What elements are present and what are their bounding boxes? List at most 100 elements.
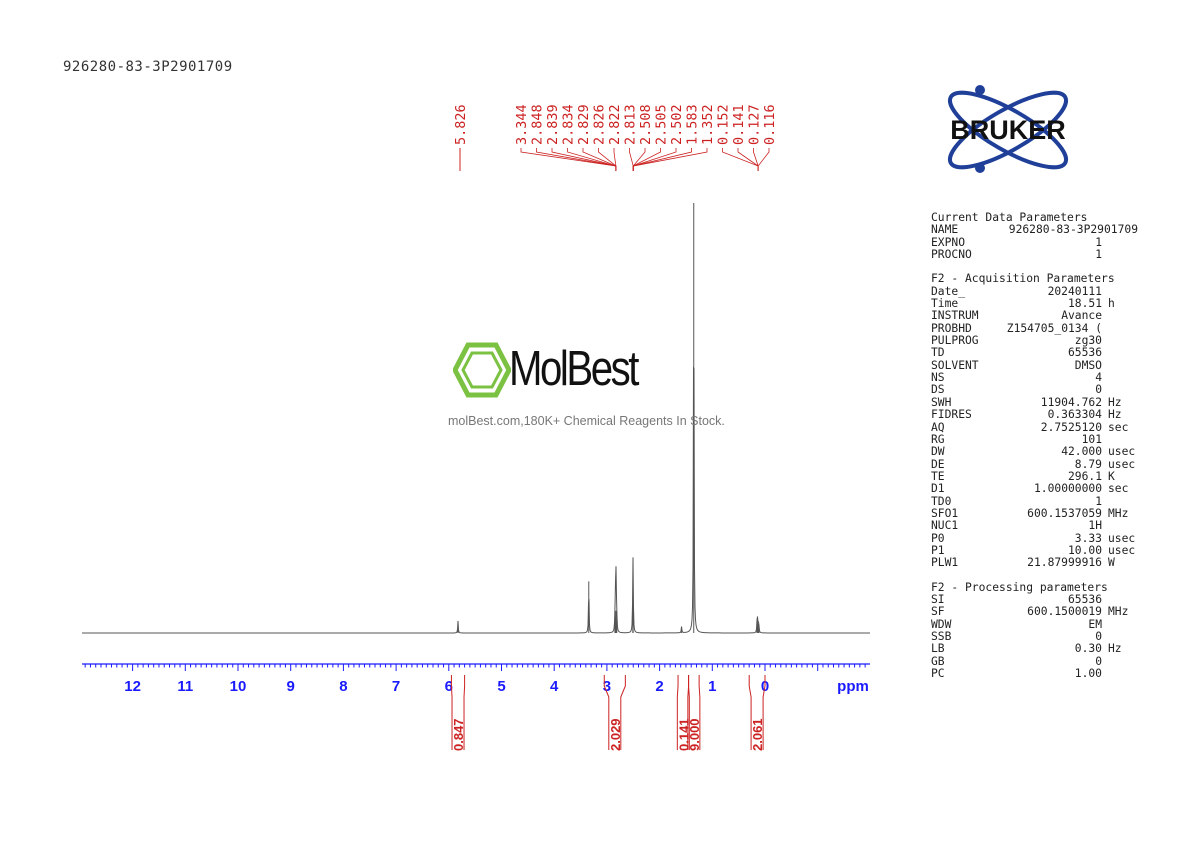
param-key: AQ: [931, 420, 945, 434]
bruker-logo: BRUKER: [947, 85, 1069, 173]
param-row: PROBHD Z154705_0134 (: [931, 321, 1146, 335]
spectrum-trace: [82, 203, 870, 634]
param-value: Avance: [1061, 309, 1102, 323]
param-key: P1: [931, 543, 945, 557]
peak-label: 0.127: [747, 104, 763, 145]
param-unit: [1102, 360, 1108, 372]
param-key: SWH: [931, 395, 952, 409]
peak-label-connector: [613, 148, 617, 171]
param-row: INSTRUM Avance: [931, 309, 1146, 323]
param-unit: usec: [1108, 457, 1136, 471]
integral-value: 2.029: [608, 718, 623, 751]
molbest-wordmark: MolBest: [509, 342, 639, 396]
param-row: Time 18.51 h: [931, 297, 1146, 311]
param-value: 600.1500019: [1027, 605, 1102, 619]
param-value: 4: [1095, 371, 1102, 385]
x-tick-label: 7: [392, 678, 400, 695]
param-key: PC: [931, 667, 945, 681]
x-tick-label: 2: [655, 678, 663, 695]
param-unit: [1102, 384, 1108, 396]
param-row: EXPNO 1: [931, 235, 1102, 249]
x-tick-label: 3: [603, 678, 611, 695]
molbest-tagline: molBest.com,180K+ Chemical Reagents In S…: [448, 414, 725, 428]
peak-label-connector: [567, 148, 617, 171]
peak-label-connector: [520, 148, 617, 171]
x-tick-label: 10: [230, 678, 247, 695]
param-value: 600.1537059: [1027, 506, 1102, 520]
param-value: 21.87999916: [1027, 556, 1102, 570]
spectrum-line: [82, 366, 870, 634]
param-key: SFO1: [931, 506, 959, 520]
sample-name: 926280-83-3P2901709: [63, 59, 233, 75]
param-row: D1 1.00000000 sec: [931, 482, 1146, 496]
peak-label-connector: [753, 148, 759, 171]
peak-label: 5.826: [453, 104, 469, 145]
param-row: SSB 0: [931, 630, 1146, 643]
param-unit: Hz: [1108, 642, 1122, 656]
param-key: SOLVENT: [931, 358, 979, 372]
param-value: 1H: [1088, 519, 1102, 533]
peak-label: 2.848: [530, 104, 546, 145]
param-row: SI 65536: [931, 593, 1146, 606]
param-unit: K: [1108, 469, 1115, 483]
param-unit: Hz: [1108, 408, 1122, 422]
param-row: NAME 926280-83-3P2901709: [931, 223, 1138, 237]
param-row: DE 8.79 usec: [931, 457, 1146, 471]
param-value: 20240111: [1047, 284, 1102, 298]
param-value: 42.000: [1061, 445, 1102, 459]
param-key: TD0: [931, 494, 952, 508]
param-value: 0: [1095, 654, 1102, 668]
x-tick-label: 4: [550, 678, 559, 695]
peak-label-connector: [632, 148, 708, 171]
x-tick-label: 12: [124, 678, 141, 695]
param-key: RG: [931, 432, 945, 446]
param-unit: Hz: [1108, 395, 1122, 409]
peak-label: 3.344: [514, 104, 530, 145]
param-row: FIDRES 0.363304 Hz: [931, 408, 1146, 422]
integral-bracket: 2.061: [748, 675, 766, 751]
param-row: TD 65536: [931, 347, 1146, 360]
integral-bracket: 9.000: [687, 675, 702, 751]
parameter-panel: Current Data Parameters NAME 926280-83-3P…: [931, 211, 1146, 681]
param-value: 296.1: [1067, 469, 1102, 483]
param-value: 10.00: [1067, 543, 1102, 557]
param-key: DS: [931, 383, 945, 397]
integral-bracket-line: [748, 675, 766, 750]
param-key: PULPROG: [931, 334, 979, 348]
param-value: 3.33: [1074, 531, 1102, 545]
x-tick-label: 6: [445, 678, 453, 695]
param-key: Time: [931, 297, 959, 311]
param-unit: usec: [1108, 445, 1136, 459]
param-unit: [1102, 520, 1108, 532]
integral-value: 0.847: [451, 718, 466, 751]
x-tick-label: 11: [177, 678, 193, 695]
param-row: NUC1 1H: [931, 519, 1146, 533]
processing-params-title: F2 - Processing parameters: [931, 580, 1108, 594]
param-unit: [1102, 619, 1108, 631]
peak-label-group: 3.344 2.848 2.839 2.834 2.829 2.826 2.822: [514, 104, 623, 171]
acquisition-params-title: F2 - Acquisition Parameters: [931, 272, 1115, 286]
x-axis-label: ppm: [837, 678, 869, 695]
peak-label: 2.826: [592, 104, 608, 145]
param-unit: usec: [1108, 531, 1136, 545]
param-value: 2.7525120: [1040, 420, 1102, 434]
param-row: NS 4: [931, 371, 1146, 385]
param-key: NS: [931, 371, 945, 385]
param-key: SF: [931, 605, 945, 619]
peak-label: 0.141: [731, 104, 747, 145]
param-unit: sec: [1108, 482, 1129, 496]
peak-label: 2.502: [669, 104, 685, 145]
param-value: EM: [1088, 617, 1102, 631]
orbit-dot-bottom: [975, 163, 985, 173]
integral-bracket: 2.029: [603, 675, 626, 751]
param-row: PLW1 21.87999916 W: [931, 556, 1146, 570]
peak-label-connector: [722, 148, 759, 171]
x-tick-label: 5: [497, 678, 505, 695]
param-value: 8.79: [1074, 457, 1102, 471]
param-key: NUC1: [931, 519, 959, 533]
param-value: Z154705_0134 (: [1006, 321, 1102, 335]
param-key: TE: [931, 469, 945, 483]
peak-label-group: 5.826: [453, 104, 469, 171]
peak-label: 2.822: [607, 104, 623, 145]
